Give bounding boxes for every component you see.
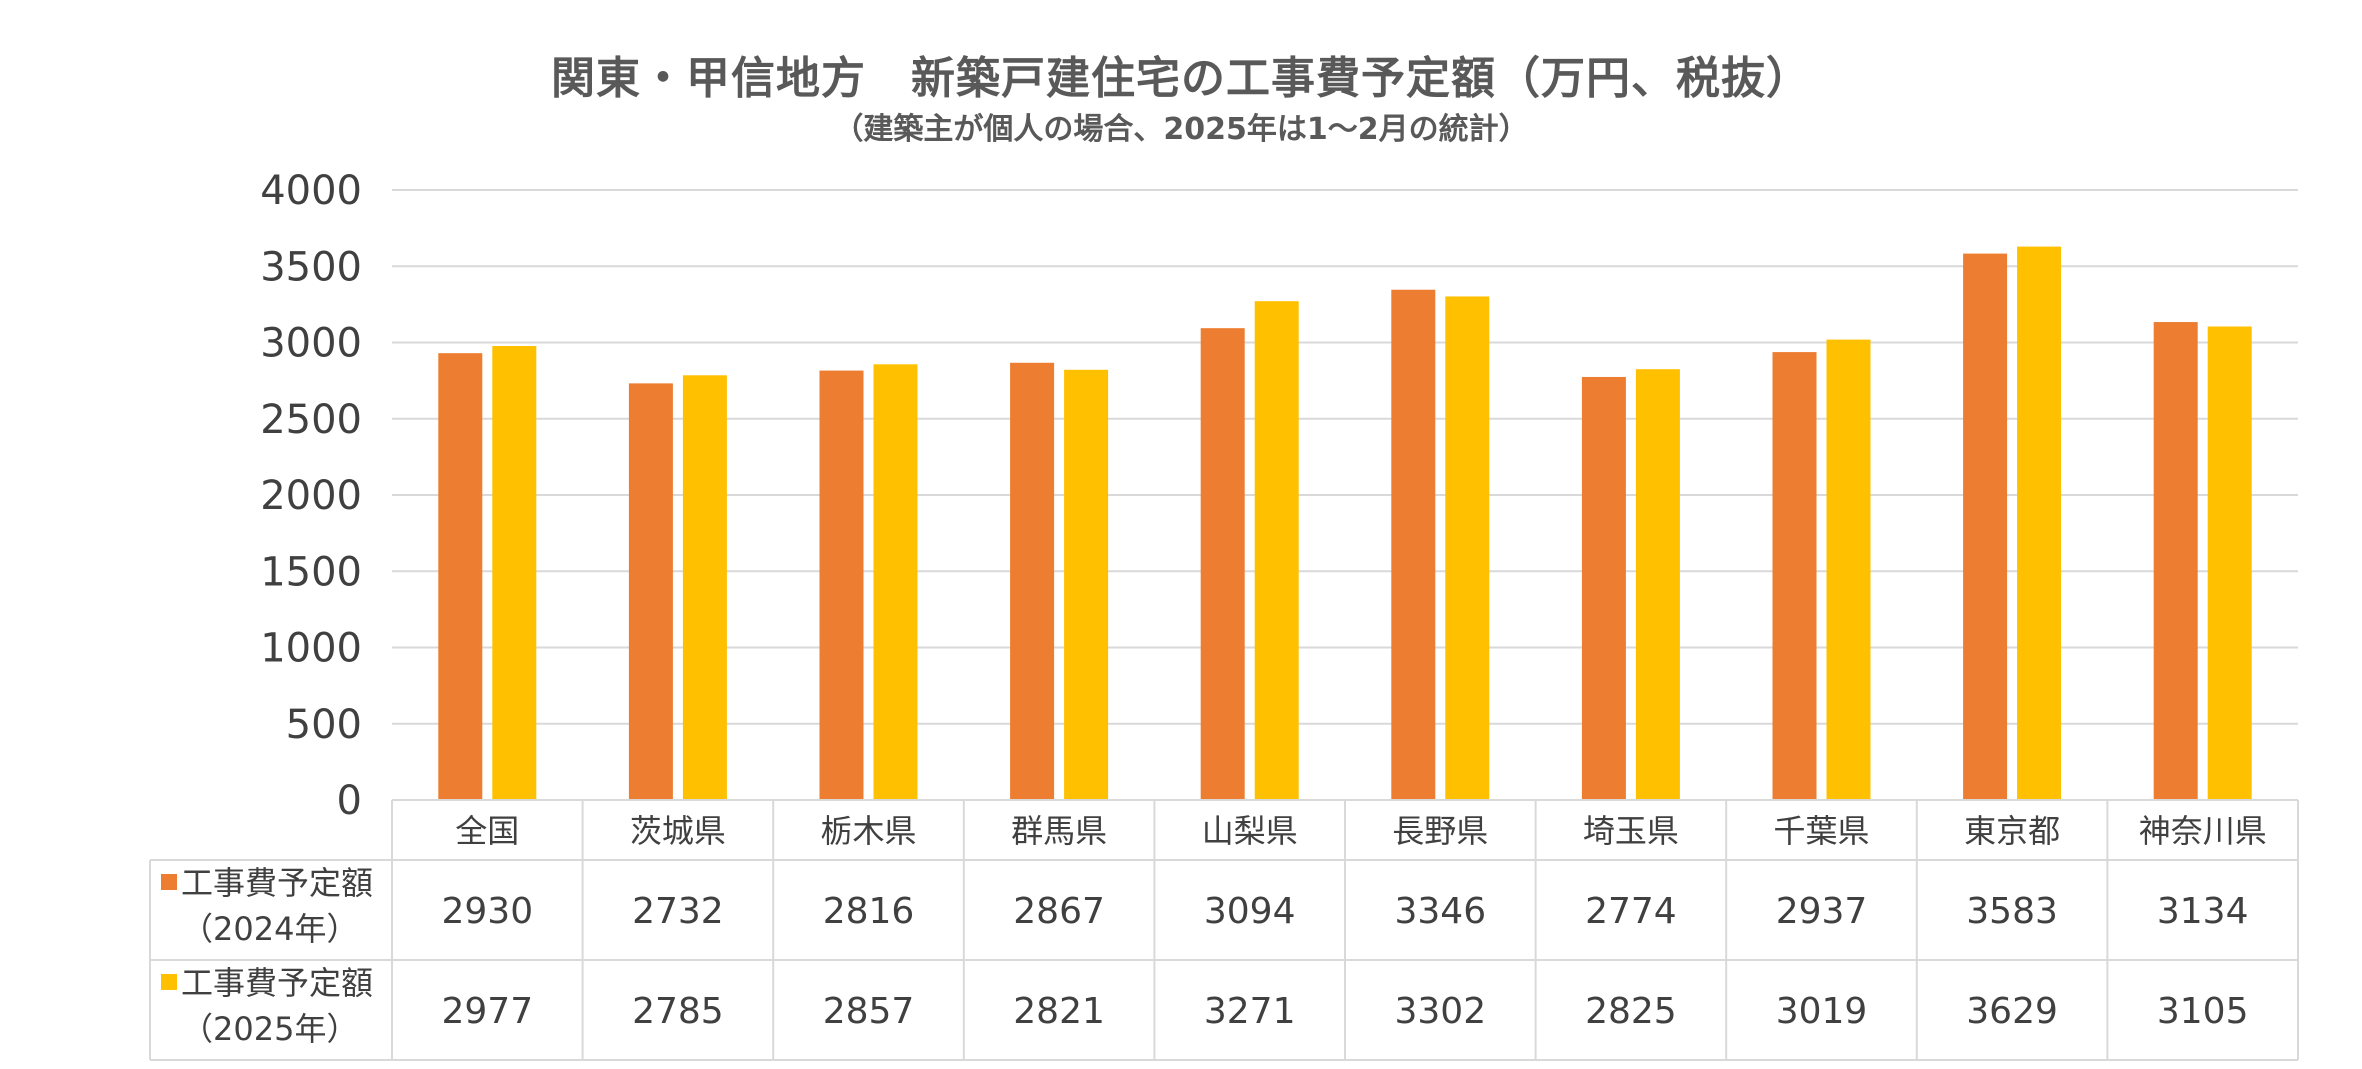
bar-series-1 [1772,352,1817,800]
data-table-value: 2937 [1776,891,1868,932]
x-category-label: 神奈川県 [2139,812,2267,850]
data-table-value: 3271 [1204,991,1296,1032]
data-table-value: 3629 [1966,991,2058,1032]
legend-label: 工事費予定額 [181,864,373,902]
y-tick-label: 1000 [260,626,362,672]
bar-series-1 [1391,289,1436,800]
chart-subtitle: （建築主が個人の場合、2025年は1～2月の統計） [833,112,1529,147]
data-table-value: 2821 [1013,991,1105,1032]
legend-swatch [161,874,177,890]
y-tick-label: 1500 [260,549,362,595]
x-category-label: 東京都 [1964,812,2060,850]
bar-series-1 [1581,376,1626,800]
data-table-value: 2857 [823,991,915,1032]
data-table-value: 3346 [1394,891,1486,932]
y-tick-label: 2000 [260,473,362,519]
x-category-label: 山梨県 [1202,812,1298,850]
bar-series-2 [1064,369,1109,800]
bar-series-2 [1445,296,1490,800]
bar-series-1 [1010,362,1055,800]
data-table-value: 2867 [1013,891,1105,932]
x-category-label: 長野県 [1392,812,1488,850]
data-table-value: 3094 [1204,891,1296,932]
bar-series-2 [2207,326,2252,800]
data-table-value: 3105 [2157,991,2249,1032]
data-table-value: 2732 [632,891,724,932]
bar-series-2 [1635,369,1680,800]
bar-series-2 [2017,246,2062,800]
data-table-value: 2825 [1585,991,1677,1032]
data-table-value: 2774 [1585,891,1677,932]
bar-series-1 [438,353,483,800]
bar-series-2 [1254,301,1299,800]
x-category-label: 群馬県 [1011,812,1107,850]
data-table-value: 2977 [441,991,533,1032]
bar-series-1 [1200,328,1245,800]
data-table-value: 3583 [1966,891,2058,932]
x-category-label: 埼玉県 [1583,812,1679,850]
bar-series-2 [1826,339,1871,800]
bar-series-1 [1963,253,2008,800]
data-table-value: 2816 [823,891,915,932]
legend-swatch [161,974,177,990]
x-category-label: 栃木県 [820,812,916,850]
data-table-value: 2930 [441,891,533,932]
bar-series-2 [873,364,918,800]
data-table-value: 2785 [632,991,724,1032]
legend-label: （2025年） [181,1010,358,1048]
y-tick-label: 4000 [260,168,362,214]
y-tick-label: 2500 [260,397,362,443]
x-category-label: 全国 [455,812,519,850]
data-table-value: 3302 [1394,991,1486,1032]
y-tick-label: 500 [286,702,362,748]
x-category-label: 茨城県 [630,812,726,850]
x-category-label: 千葉県 [1773,812,1869,850]
chart-title: 関東・甲信地方 新築戸建住宅の工事費予定額（万円、税抜） [551,53,1811,104]
bar-series-1 [819,370,864,800]
data-table-value: 3019 [1776,991,1868,1032]
bar-series-2 [682,375,727,800]
y-tick-label: 3500 [260,244,362,290]
y-tick-label: 0 [337,778,362,824]
legend-label: （2024年） [181,910,358,948]
data-table-value: 3134 [2157,891,2249,932]
y-tick-label: 3000 [260,321,362,367]
legend-label: 工事費予定額 [181,964,373,1002]
bar-series-1 [2153,322,2198,800]
bar-series-1 [628,383,673,800]
bar-series-2 [492,346,537,800]
